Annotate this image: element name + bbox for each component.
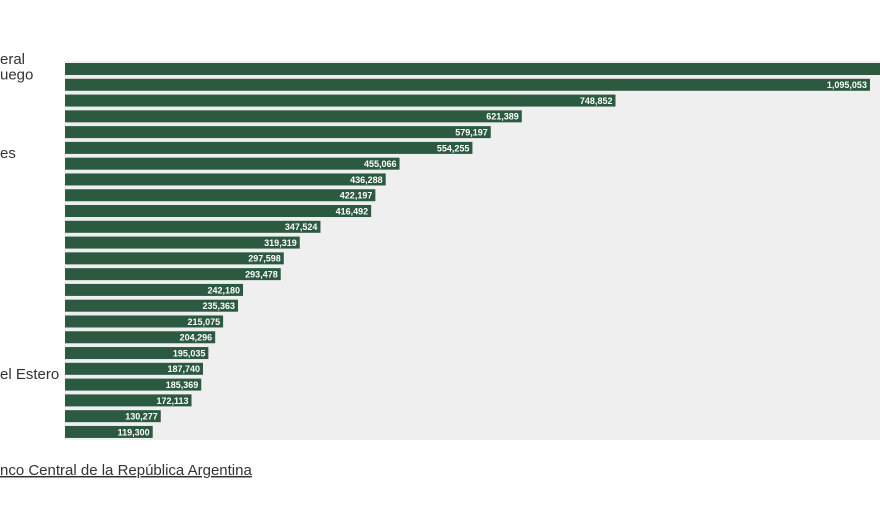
bar: [65, 126, 491, 139]
value-label: 455,066: [364, 159, 397, 169]
bar: [65, 410, 161, 423]
bar: [65, 141, 473, 154]
plot-background: [65, 61, 880, 440]
bar: [65, 315, 224, 328]
bar: [65, 362, 204, 375]
bar: [65, 205, 372, 218]
category-label: el Estero: [0, 366, 59, 383]
bar: [65, 299, 239, 312]
value-label: 422,197: [340, 191, 373, 201]
bar: [65, 268, 281, 281]
bar: [65, 425, 153, 438]
bar: [65, 331, 216, 344]
value-label: 297,598: [248, 254, 281, 264]
value-label: 748,852: [580, 96, 613, 106]
category-label: uego: [0, 67, 33, 84]
value-label: 554,255: [437, 143, 470, 153]
value-label: 319,319: [264, 238, 297, 248]
value-label: 187,740: [167, 364, 200, 374]
bar: [65, 236, 300, 249]
value-label: 416,492: [336, 206, 369, 216]
bar: [65, 157, 400, 170]
value-label: 436,288: [350, 175, 383, 185]
bar: [65, 283, 244, 296]
value-label: 185,369: [166, 380, 199, 390]
value-label: 195,035: [173, 348, 206, 358]
value-label: 293,478: [245, 270, 278, 280]
bar: [65, 378, 202, 391]
bar: [65, 347, 209, 360]
bar: [65, 394, 192, 407]
bar: [65, 94, 616, 107]
value-label: 621,389: [486, 112, 519, 122]
value-label: 242,180: [207, 285, 240, 295]
value-label: 215,075: [188, 317, 221, 327]
value-label: 119,300: [118, 427, 150, 437]
value-label: 1,095,053: [827, 80, 867, 90]
bar: [65, 189, 376, 202]
category-label: eral: [0, 51, 25, 68]
bar: [65, 173, 386, 186]
value-label: 204,296: [180, 333, 213, 343]
value-label: 235,363: [202, 301, 235, 311]
bar: [65, 252, 284, 265]
category-label: es: [0, 145, 16, 162]
source-link[interactable]: nco Central de la República Argentina: [0, 462, 252, 479]
value-label: 579,197: [455, 127, 488, 137]
bar: [65, 78, 870, 91]
value-label: 172,113: [156, 396, 188, 406]
bar: [65, 220, 321, 233]
bar: [65, 110, 522, 123]
value-label: 347,524: [285, 222, 318, 232]
value-label: 130,277: [125, 412, 158, 422]
bar: [65, 63, 880, 75]
